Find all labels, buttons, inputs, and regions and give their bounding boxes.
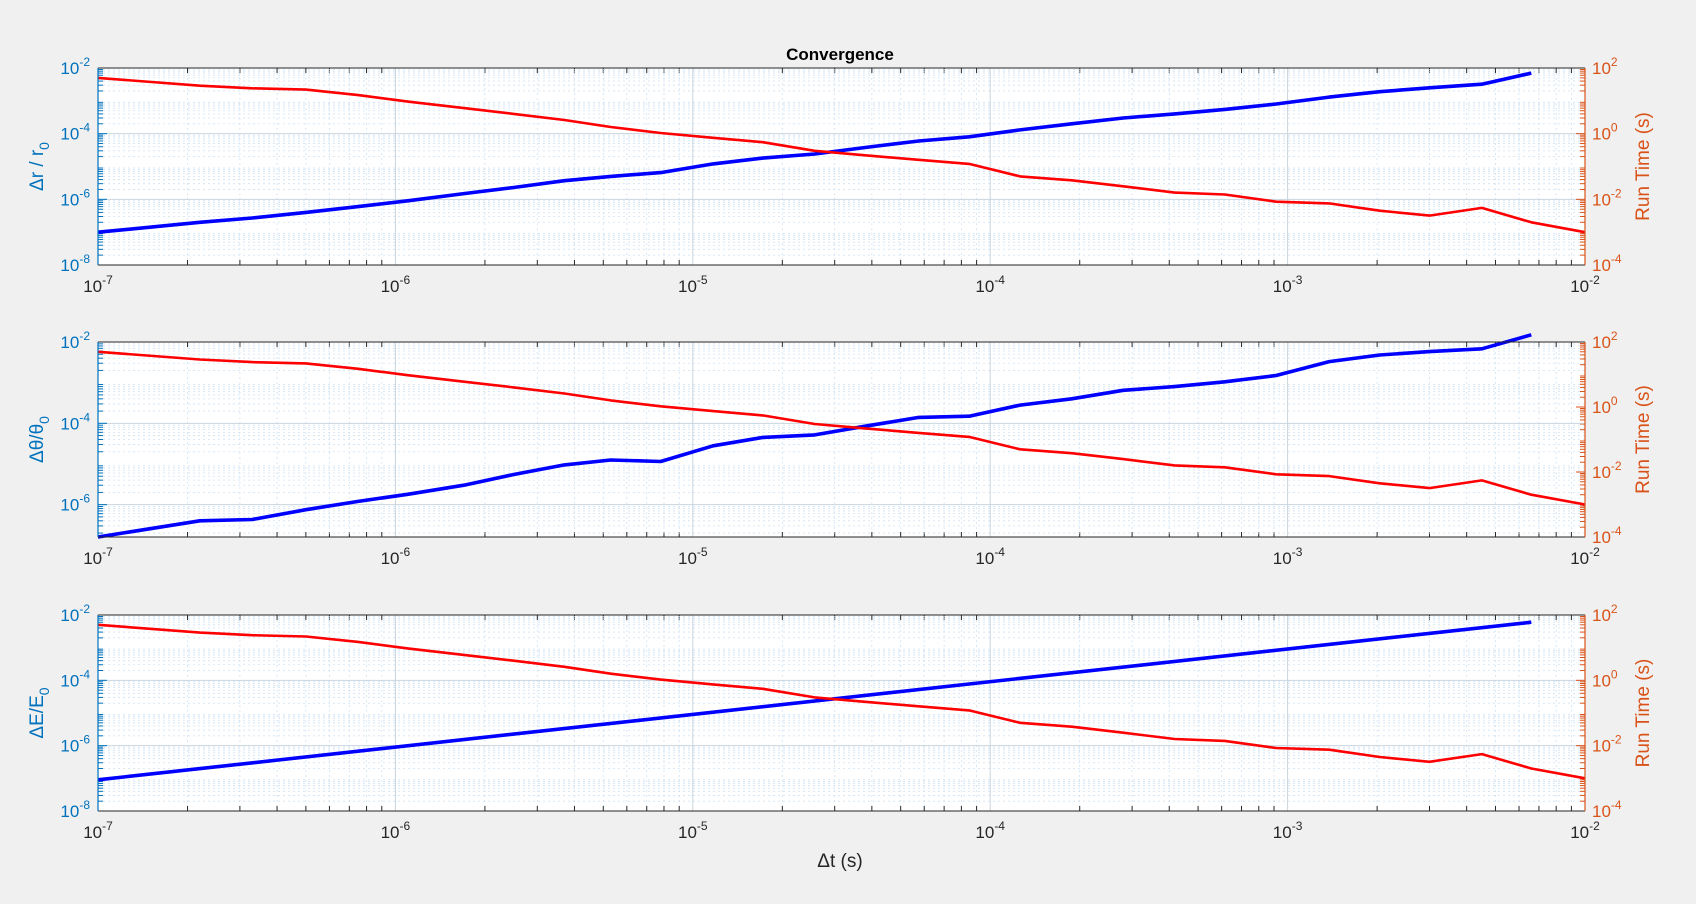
x-tick-label: 10-4 (975, 545, 1005, 568)
y-tick-label: 10-6 (60, 733, 90, 756)
y2-tick-label: 10-4 (1592, 252, 1622, 275)
y2-tick-label: 100 (1592, 121, 1618, 144)
x-tick-label: 10-5 (678, 273, 708, 296)
x-tick-label: 10-2 (1570, 273, 1600, 296)
y2-tick-label: 10-4 (1592, 524, 1622, 547)
figure-title: Convergence (786, 45, 894, 64)
x-tick-label: 10-7 (83, 545, 113, 568)
y2-tick-label: 102 (1592, 55, 1618, 78)
x-tick-label: 10-4 (975, 273, 1005, 296)
subplot-2: 10-7 10-6 10-5 10-4 10-3 10-210-610-410-210-4… (27, 329, 1654, 568)
y2-tick-label: 10-2 (1592, 733, 1622, 756)
subplot-1: 10-7 10-6 10-5 10-4 10-3 10-210-810-610-410-2… (27, 55, 1654, 296)
error-line (97, 71, 1532, 234)
plot-area (98, 68, 1585, 265)
x-tick-label: 10-2 (1570, 545, 1600, 568)
y2-tick-label: 102 (1592, 602, 1618, 625)
y-tick-label: 10-6 (60, 186, 90, 209)
x-tick-label: 10-5 (678, 819, 708, 842)
y-tick-label: 10-4 (60, 121, 90, 144)
y-axis-label: Δr / r0 (27, 142, 52, 191)
y-tick-label: 10-2 (60, 55, 90, 78)
x-tick-label: 10-3 (1273, 819, 1303, 842)
error-line (97, 620, 1532, 782)
subplot-3: 10-7 10-6 10-5 10-4 10-3 10-210-810-610-410-2… (27, 602, 1654, 842)
runtime-line (97, 76, 1586, 234)
x-tick-label: 10-6 (381, 273, 411, 296)
x-tick-label: 10-3 (1273, 273, 1303, 296)
x-tick-label: 10-4 (975, 819, 1005, 842)
y2-tick-label: 100 (1592, 667, 1618, 690)
x-tick-label: 10-5 (678, 545, 708, 568)
x-axis-label: Δt (s) (817, 851, 862, 872)
y2-tick-label: 100 (1592, 394, 1618, 417)
y-tick-label: 10-4 (60, 410, 90, 433)
y-tick-label: 10-2 (60, 329, 90, 352)
x-tick-label: 10-3 (1273, 545, 1303, 568)
x-tick-label: 10-7 (83, 273, 113, 296)
y-tick-label: 10-8 (60, 252, 90, 275)
y-tick-label: 10-6 (60, 492, 90, 515)
error-line (97, 333, 1532, 539)
y2-tick-label: 10-4 (1592, 798, 1622, 821)
y2-tick-label: 102 (1592, 329, 1618, 352)
runtime-line (97, 623, 1586, 780)
y-axis-label: ΔE/E0 (27, 687, 52, 738)
y-tick-label: 10-8 (60, 798, 90, 821)
y-tick-label: 10-4 (60, 667, 90, 690)
x-tick-label: 10-7 (83, 819, 113, 842)
x-tick-label: 10-2 (1570, 819, 1600, 842)
y2-tick-label: 10-2 (1592, 459, 1622, 482)
y2-axis-label: Run Time (s) (1633, 112, 1654, 221)
y-axis-label: Δθ/θ0 (27, 416, 52, 463)
y-tick-label: 10-2 (60, 602, 90, 625)
y2-axis-label: Run Time (s) (1633, 385, 1654, 494)
plot-area (98, 615, 1585, 811)
x-tick-label: 10-6 (381, 819, 411, 842)
subplots: 10-7 10-6 10-5 10-4 10-3 10-210-810-610-410-2… (27, 55, 1654, 842)
y2-tick-label: 10-2 (1592, 186, 1622, 209)
y2-axis-label: Run Time (s) (1633, 659, 1654, 768)
x-tick-label: 10-6 (381, 545, 411, 568)
runtime-line (97, 350, 1586, 506)
